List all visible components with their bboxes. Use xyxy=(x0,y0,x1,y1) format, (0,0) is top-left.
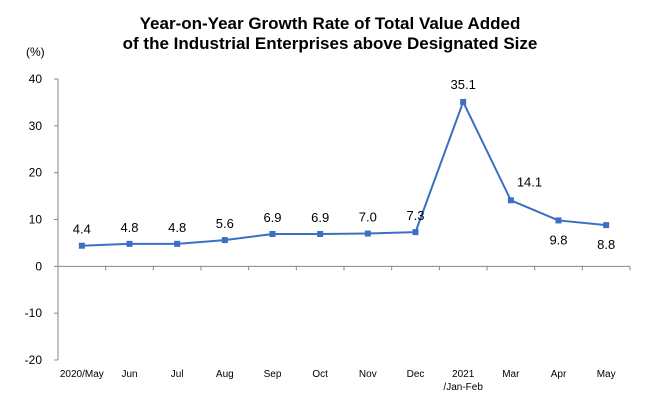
data-label: 4.8 xyxy=(168,220,186,235)
data-point-marker xyxy=(126,240,133,247)
x-tick-label: Nov xyxy=(359,369,377,380)
x-tick-label: Jul xyxy=(171,369,184,380)
data-point-marker xyxy=(507,197,514,204)
data-label: 4.8 xyxy=(120,220,138,235)
data-label: 7.3 xyxy=(406,208,424,223)
data-point-marker xyxy=(555,217,562,224)
y-axis-unit-label: (%) xyxy=(26,45,45,59)
y-tick-label: 0 xyxy=(35,259,42,273)
x-tick-label: 2021 xyxy=(452,369,475,380)
data-point-marker xyxy=(269,231,276,238)
data-label: 7.0 xyxy=(359,210,377,225)
x-tick-label: Sep xyxy=(264,369,282,380)
data-labels: 4.4 4.8 4.8 5.6 6.9 6.9 7.0 7.3 35.1 14.1 9.8 8.8 xyxy=(73,77,615,252)
y-tick-label: 40 xyxy=(29,72,43,86)
x-tick-label: May xyxy=(597,369,616,380)
x-tick-sublabel: /Jan-Feb xyxy=(443,382,483,393)
data-label: 6.9 xyxy=(311,210,329,225)
series-layer xyxy=(78,98,610,249)
x-tick-label: 2020/May xyxy=(60,369,104,380)
y-tick-label: 20 xyxy=(29,166,43,180)
data-label: 9.8 xyxy=(549,232,567,247)
data-label: 35.1 xyxy=(451,77,476,92)
x-tick-label: Jun xyxy=(121,369,137,380)
y-tick-label: -10 xyxy=(25,306,43,320)
x-tick-label: Dec xyxy=(407,369,425,380)
axes xyxy=(54,78,631,361)
series-line xyxy=(81,100,607,247)
y-tick-label: -20 xyxy=(25,353,43,367)
y-tick-label: 30 xyxy=(29,119,43,133)
tick-labels: 40 30 20 10 0 -10 -20 2020/May Jun Jul Aug Sep Oct No… xyxy=(25,72,616,393)
x-tick-label: Mar xyxy=(502,369,520,380)
data-point-marker xyxy=(364,230,371,237)
data-label: 14.1 xyxy=(517,174,542,189)
x-tick-label: Apr xyxy=(551,369,567,380)
data-label: 6.9 xyxy=(263,210,281,225)
data-point-marker xyxy=(221,237,228,244)
chart-title-block: Year-on-Year Growth Rate of Total Value … xyxy=(0,14,660,54)
y-tick-label: 10 xyxy=(29,213,43,227)
data-point-marker xyxy=(317,231,324,238)
data-point-marker xyxy=(412,229,419,236)
chart-title: Year-on-Year Growth Rate of Total Value … xyxy=(139,14,521,33)
x-tick-label: Oct xyxy=(312,369,328,380)
data-point-marker xyxy=(174,240,181,247)
chart-subtitle: of the Industrial Enterprises above Desi… xyxy=(122,34,538,53)
data-point-marker xyxy=(603,222,610,229)
data-label: 5.6 xyxy=(216,216,234,231)
data-point-marker xyxy=(460,98,467,105)
data-label: 8.8 xyxy=(597,237,615,252)
x-tick-label: Aug xyxy=(216,369,234,380)
data-point-marker xyxy=(78,242,85,249)
data-label: 4.4 xyxy=(73,222,91,237)
